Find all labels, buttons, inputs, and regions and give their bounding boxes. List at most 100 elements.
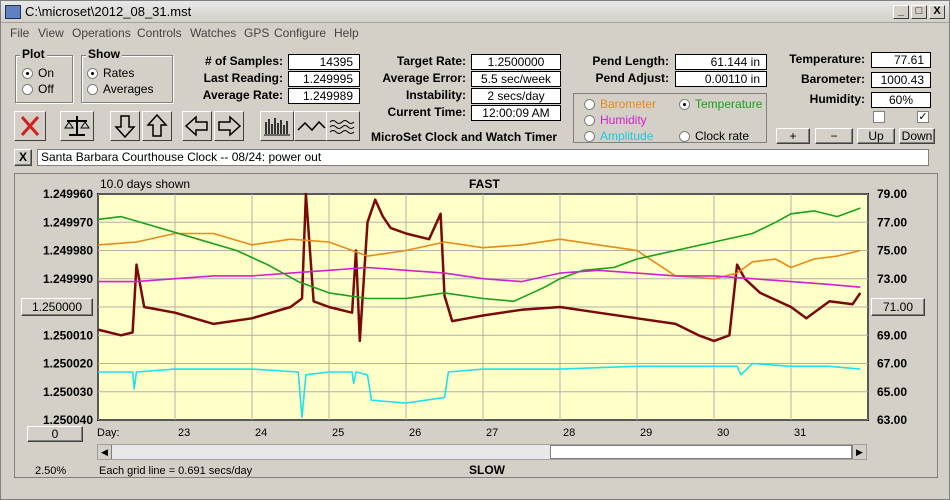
series-amplitude-radio[interactable]: Amplitude <box>584 129 653 143</box>
series-temperature-radio[interactable]: Temperature <box>679 97 762 111</box>
scroll-up-button[interactable] <box>142 111 172 141</box>
plot-off-label: Off <box>38 82 54 96</box>
menu-file[interactable]: File <box>10 26 30 40</box>
target-rate-label: Target Rate: <box>396 54 466 68</box>
average-rate-label: Average Rate: <box>202 88 283 102</box>
scroll-left-arrow-icon[interactable]: ◀ <box>98 445 112 459</box>
menu-controls[interactable]: Controls <box>137 26 182 40</box>
scroll-right-button[interactable] <box>214 111 244 141</box>
y-right-tick-label: 69.00 <box>877 328 907 342</box>
y-left-tick-label: 1.249970 <box>43 215 93 229</box>
plot-on-radio[interactable]: On <box>22 66 54 80</box>
x-tick-label: 31 <box>794 427 806 439</box>
show-averages-radio[interactable]: Averages <box>87 82 153 96</box>
barometer-label: Barometer: <box>800 72 865 86</box>
plot-off-radio[interactable]: Off <box>22 82 54 96</box>
chart-panel: 1.249960 1.249970 1.249980 1.249990 1.250010… <box>14 173 938 478</box>
offset-button[interactable]: 0 <box>27 426 83 442</box>
series-line-barometer <box>97 232 861 280</box>
humidity-checkbox[interactable]: ✓ <box>917 111 929 123</box>
time-scrollbar[interactable]: ◀ ▶ <box>97 444 867 460</box>
scroll-left-button[interactable] <box>182 111 212 141</box>
y-left-tick-label: 1.250020 <box>43 357 93 371</box>
pend-length-value[interactable]: 61.144 in <box>675 54 767 70</box>
radio-icon <box>584 98 595 110</box>
instability-value: 2 secs/day <box>471 88 561 104</box>
y-right-tick-label: 73.00 <box>877 272 907 286</box>
x-axis-label: Day: <box>97 427 120 439</box>
series-barometer-radio[interactable]: Barometer <box>584 97 656 111</box>
instability-label: Instability: <box>405 88 466 102</box>
down-button[interactable]: Down <box>899 128 935 144</box>
bars-icon <box>264 118 290 136</box>
show-averages-label: Averages <box>103 82 154 96</box>
temperature-label: Temperature: <box>789 52 865 66</box>
x-tick-label: 25 <box>332 427 344 439</box>
barometer-value: 1000.43 <box>871 72 931 88</box>
x-tick-label: 30 <box>717 427 729 439</box>
minimize-button[interactable]: _ <box>893 5 909 19</box>
scroll-down-button[interactable] <box>110 111 140 141</box>
menu-view[interactable]: View <box>38 26 64 40</box>
x-tick-label: 27 <box>486 427 498 439</box>
clear-note-button[interactable]: X <box>14 149 32 166</box>
x-tick-label: 28 <box>563 427 575 439</box>
pend-adjust-value: 0.00110 in <box>675 71 767 87</box>
close-window-button[interactable]: X <box>929 5 945 19</box>
center-temp-button[interactable]: 71.00 <box>871 298 925 316</box>
plot-group-title: Plot <box>20 47 47 61</box>
maximize-button[interactable]: □ <box>911 5 927 19</box>
title-bar: C:\microset\2012_08_31.mst _ □ X <box>1 1 949 23</box>
scrollbar-thumb[interactable] <box>550 445 852 459</box>
y-right-tick-label: 79.00 <box>877 187 907 201</box>
menu-gps[interactable]: GPS <box>244 26 270 40</box>
series-line-temperature <box>97 207 861 303</box>
up-button[interactable]: Up <box>857 128 895 144</box>
series-clock-rate-radio[interactable]: Clock rate <box>679 129 749 143</box>
average-rate-value: 1.249989 <box>288 88 360 104</box>
down-arrow-icon <box>114 115 136 139</box>
radio-selected-icon <box>679 98 690 110</box>
center-rate-button[interactable]: 1.250000 <box>21 298 93 316</box>
y-left-tick-label: 1.249990 <box>43 272 93 286</box>
scroll-right-arrow-icon[interactable]: ▶ <box>852 445 866 459</box>
smooth-button[interactable] <box>294 111 328 141</box>
plus-button[interactable]: + <box>776 128 810 144</box>
plot-on-label: On <box>38 66 55 80</box>
right-arrow-icon <box>218 115 242 137</box>
menu-watches[interactable]: Watches <box>190 26 237 40</box>
red-x-icon <box>20 116 40 136</box>
minus-button[interactable]: − <box>815 128 853 144</box>
radio-selected-icon <box>87 67 98 79</box>
y-right-tick-label: 67.00 <box>877 357 907 371</box>
y-right-tick-label: 77.00 <box>877 215 907 229</box>
compress-button[interactable] <box>260 111 294 141</box>
fast-label: FAST <box>469 177 500 191</box>
menu-configure[interactable]: Configure <box>274 26 327 40</box>
days-shown-label: 10.0 days shown <box>100 177 190 191</box>
note-text[interactable]: Santa Barbara Courthouse Clock -- 08/24:… <box>37 149 929 166</box>
menu-operations[interactable]: Operations <box>72 26 131 40</box>
app-icon <box>5 5 21 19</box>
target-rate-value[interactable]: 1.2500000 <box>471 54 561 70</box>
window-title: C:\microset\2012_08_31.mst <box>25 4 192 19</box>
x-tick-label: 29 <box>640 427 652 439</box>
balance-button[interactable] <box>60 111 94 141</box>
barometer-checkbox[interactable] <box>873 111 885 123</box>
pend-length-label: Pend Length: <box>592 54 669 68</box>
radio-selected-icon <box>22 67 33 79</box>
stop-button[interactable] <box>14 111 46 141</box>
show-rates-radio[interactable]: Rates <box>87 66 134 80</box>
y-left-ticks: 1.249960 1.249970 1.249980 1.249990 1.250010… <box>43 187 93 427</box>
series-clock-rate-label: Clock rate <box>695 129 750 143</box>
radio-icon <box>87 83 98 95</box>
series-select-group <box>573 93 767 143</box>
samples-value: 14395 <box>288 54 360 70</box>
show-rates-label: Rates <box>103 66 135 80</box>
series-humidity-radio[interactable]: Humidity <box>584 113 647 127</box>
noise-button[interactable] <box>326 111 360 141</box>
menu-help[interactable]: Help <box>334 26 359 40</box>
app-caption: MicroSet Clock and Watch Timer <box>371 130 558 144</box>
last-reading-value: 1.249995 <box>288 71 360 87</box>
current-time-label: Current Time: <box>387 105 466 119</box>
